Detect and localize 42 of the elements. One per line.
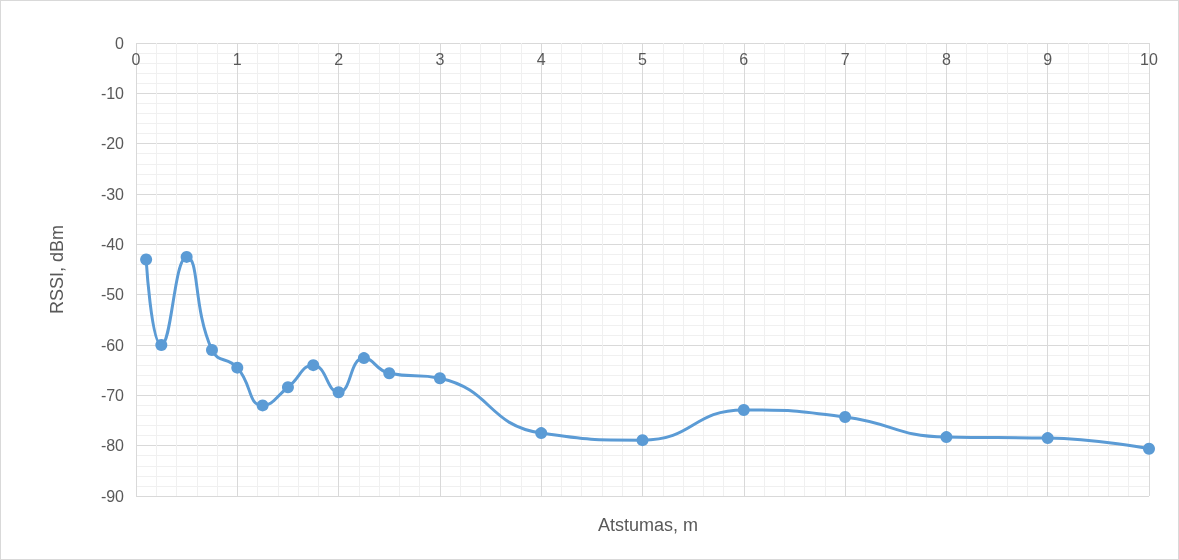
point — [636, 434, 649, 447]
y-tick-label: -20 — [100, 135, 125, 153]
y-tick-label: -10 — [100, 84, 125, 102]
x-tick-label: 6 — [739, 50, 749, 68]
point — [205, 344, 218, 357]
y-tick-label: -40 — [100, 235, 125, 253]
y-axis-title: RSSI, dBm — [47, 224, 67, 315]
point — [307, 359, 320, 372]
y-tick-label: -60 — [100, 336, 125, 354]
point — [535, 427, 548, 440]
y-tick-label: -70 — [100, 386, 125, 404]
point — [433, 372, 446, 385]
x-tick-label: 0 — [131, 50, 141, 68]
point — [839, 410, 852, 423]
point — [737, 403, 750, 416]
x-tick-label: 2 — [334, 50, 344, 68]
point — [281, 381, 294, 394]
x-tick-label: 8 — [941, 50, 951, 68]
x-tick-label: 4 — [536, 50, 546, 68]
point — [332, 386, 345, 399]
point — [140, 253, 153, 266]
point — [940, 431, 953, 444]
point — [357, 352, 370, 365]
x-tick-label: 10 — [1140, 50, 1158, 68]
point — [155, 339, 168, 351]
point — [383, 367, 396, 380]
x-tick-label: 3 — [435, 50, 445, 68]
point — [1041, 432, 1054, 445]
point — [180, 250, 193, 263]
y-tick-label: -30 — [100, 185, 125, 203]
x-tick-label: 9 — [1043, 50, 1053, 68]
y-tick-label: -50 — [100, 286, 125, 304]
x-tick-label: 7 — [840, 50, 850, 68]
x-tick-label: 1 — [232, 50, 242, 68]
y-tick-label: -80 — [100, 437, 125, 455]
y-tick-label: -90 — [100, 487, 125, 505]
x-axis-title: Atstumas, m — [597, 515, 699, 535]
point — [231, 361, 244, 374]
y-tick-label: 0 — [115, 34, 125, 52]
point — [1143, 442, 1155, 455]
point — [256, 399, 269, 412]
x-tick-label: 5 — [638, 50, 648, 68]
